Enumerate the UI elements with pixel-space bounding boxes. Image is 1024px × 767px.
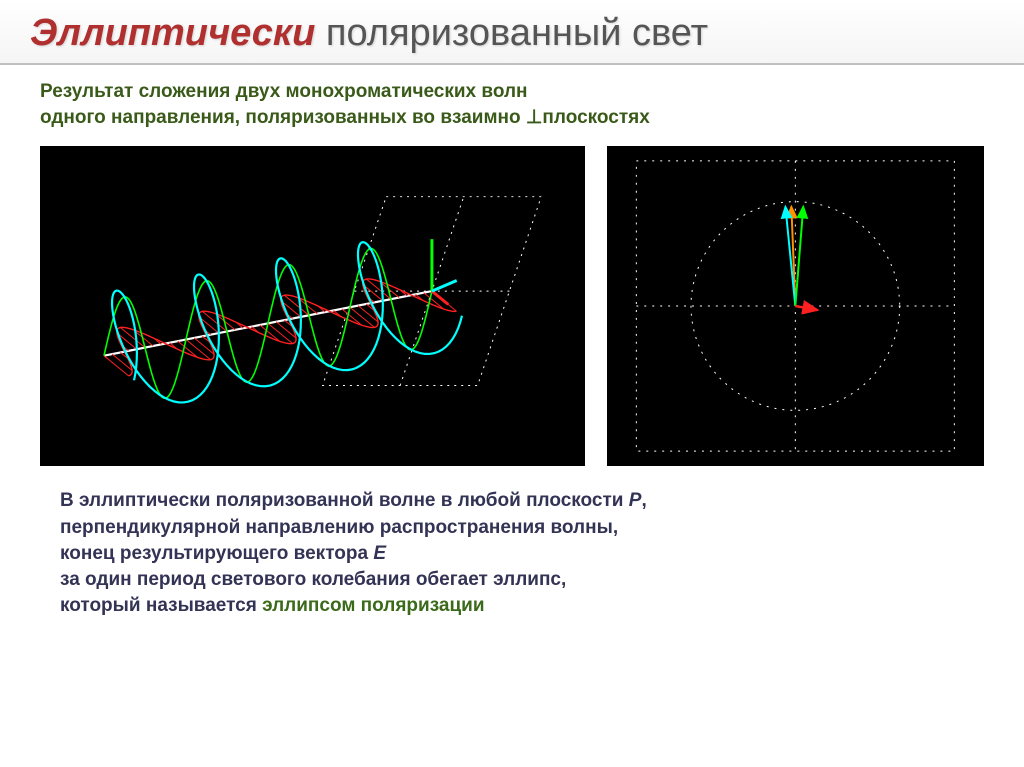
intro-line1: Результат сложения двух монохроматически… (40, 81, 528, 102)
title-bar: Эллиптически поляризованный свет (0, 0, 1024, 65)
f-l3b: Е (373, 543, 386, 564)
page-title: Эллиптически поляризованный свет (30, 12, 994, 55)
f-l2: перпендикулярной направлению распростран… (60, 517, 618, 538)
f-l5a: который называется (60, 595, 262, 616)
footer-text: В эллиптически поляризованной волне в лю… (0, 470, 1024, 629)
title-emphasis: Эллиптически (30, 12, 315, 54)
f-l3a: конец результирующего вектора (60, 543, 373, 564)
f-l1c: , (641, 490, 646, 511)
f-l1b: Р (629, 490, 642, 511)
intro-text: Результат сложения двух монохроматически… (0, 65, 1024, 140)
f-l5b: эллипсом поляризации (262, 595, 484, 616)
f-l1a: В эллиптически поляризованной волне в лю… (60, 490, 629, 511)
helix-panel (40, 146, 585, 466)
intro-line2a: одного направления, поляризованных во вз… (40, 107, 526, 128)
helix-diagram (41, 147, 584, 465)
circle-panel (607, 146, 984, 466)
title-rest: поляризованный свет (315, 12, 708, 54)
f-l4: за один период светового колебания обега… (60, 569, 566, 590)
polarization-circle-diagram (608, 147, 983, 465)
perp-symbol: ⊥ (526, 107, 543, 128)
figure-row (0, 140, 1024, 470)
intro-line2b: плоскостях (542, 107, 649, 128)
